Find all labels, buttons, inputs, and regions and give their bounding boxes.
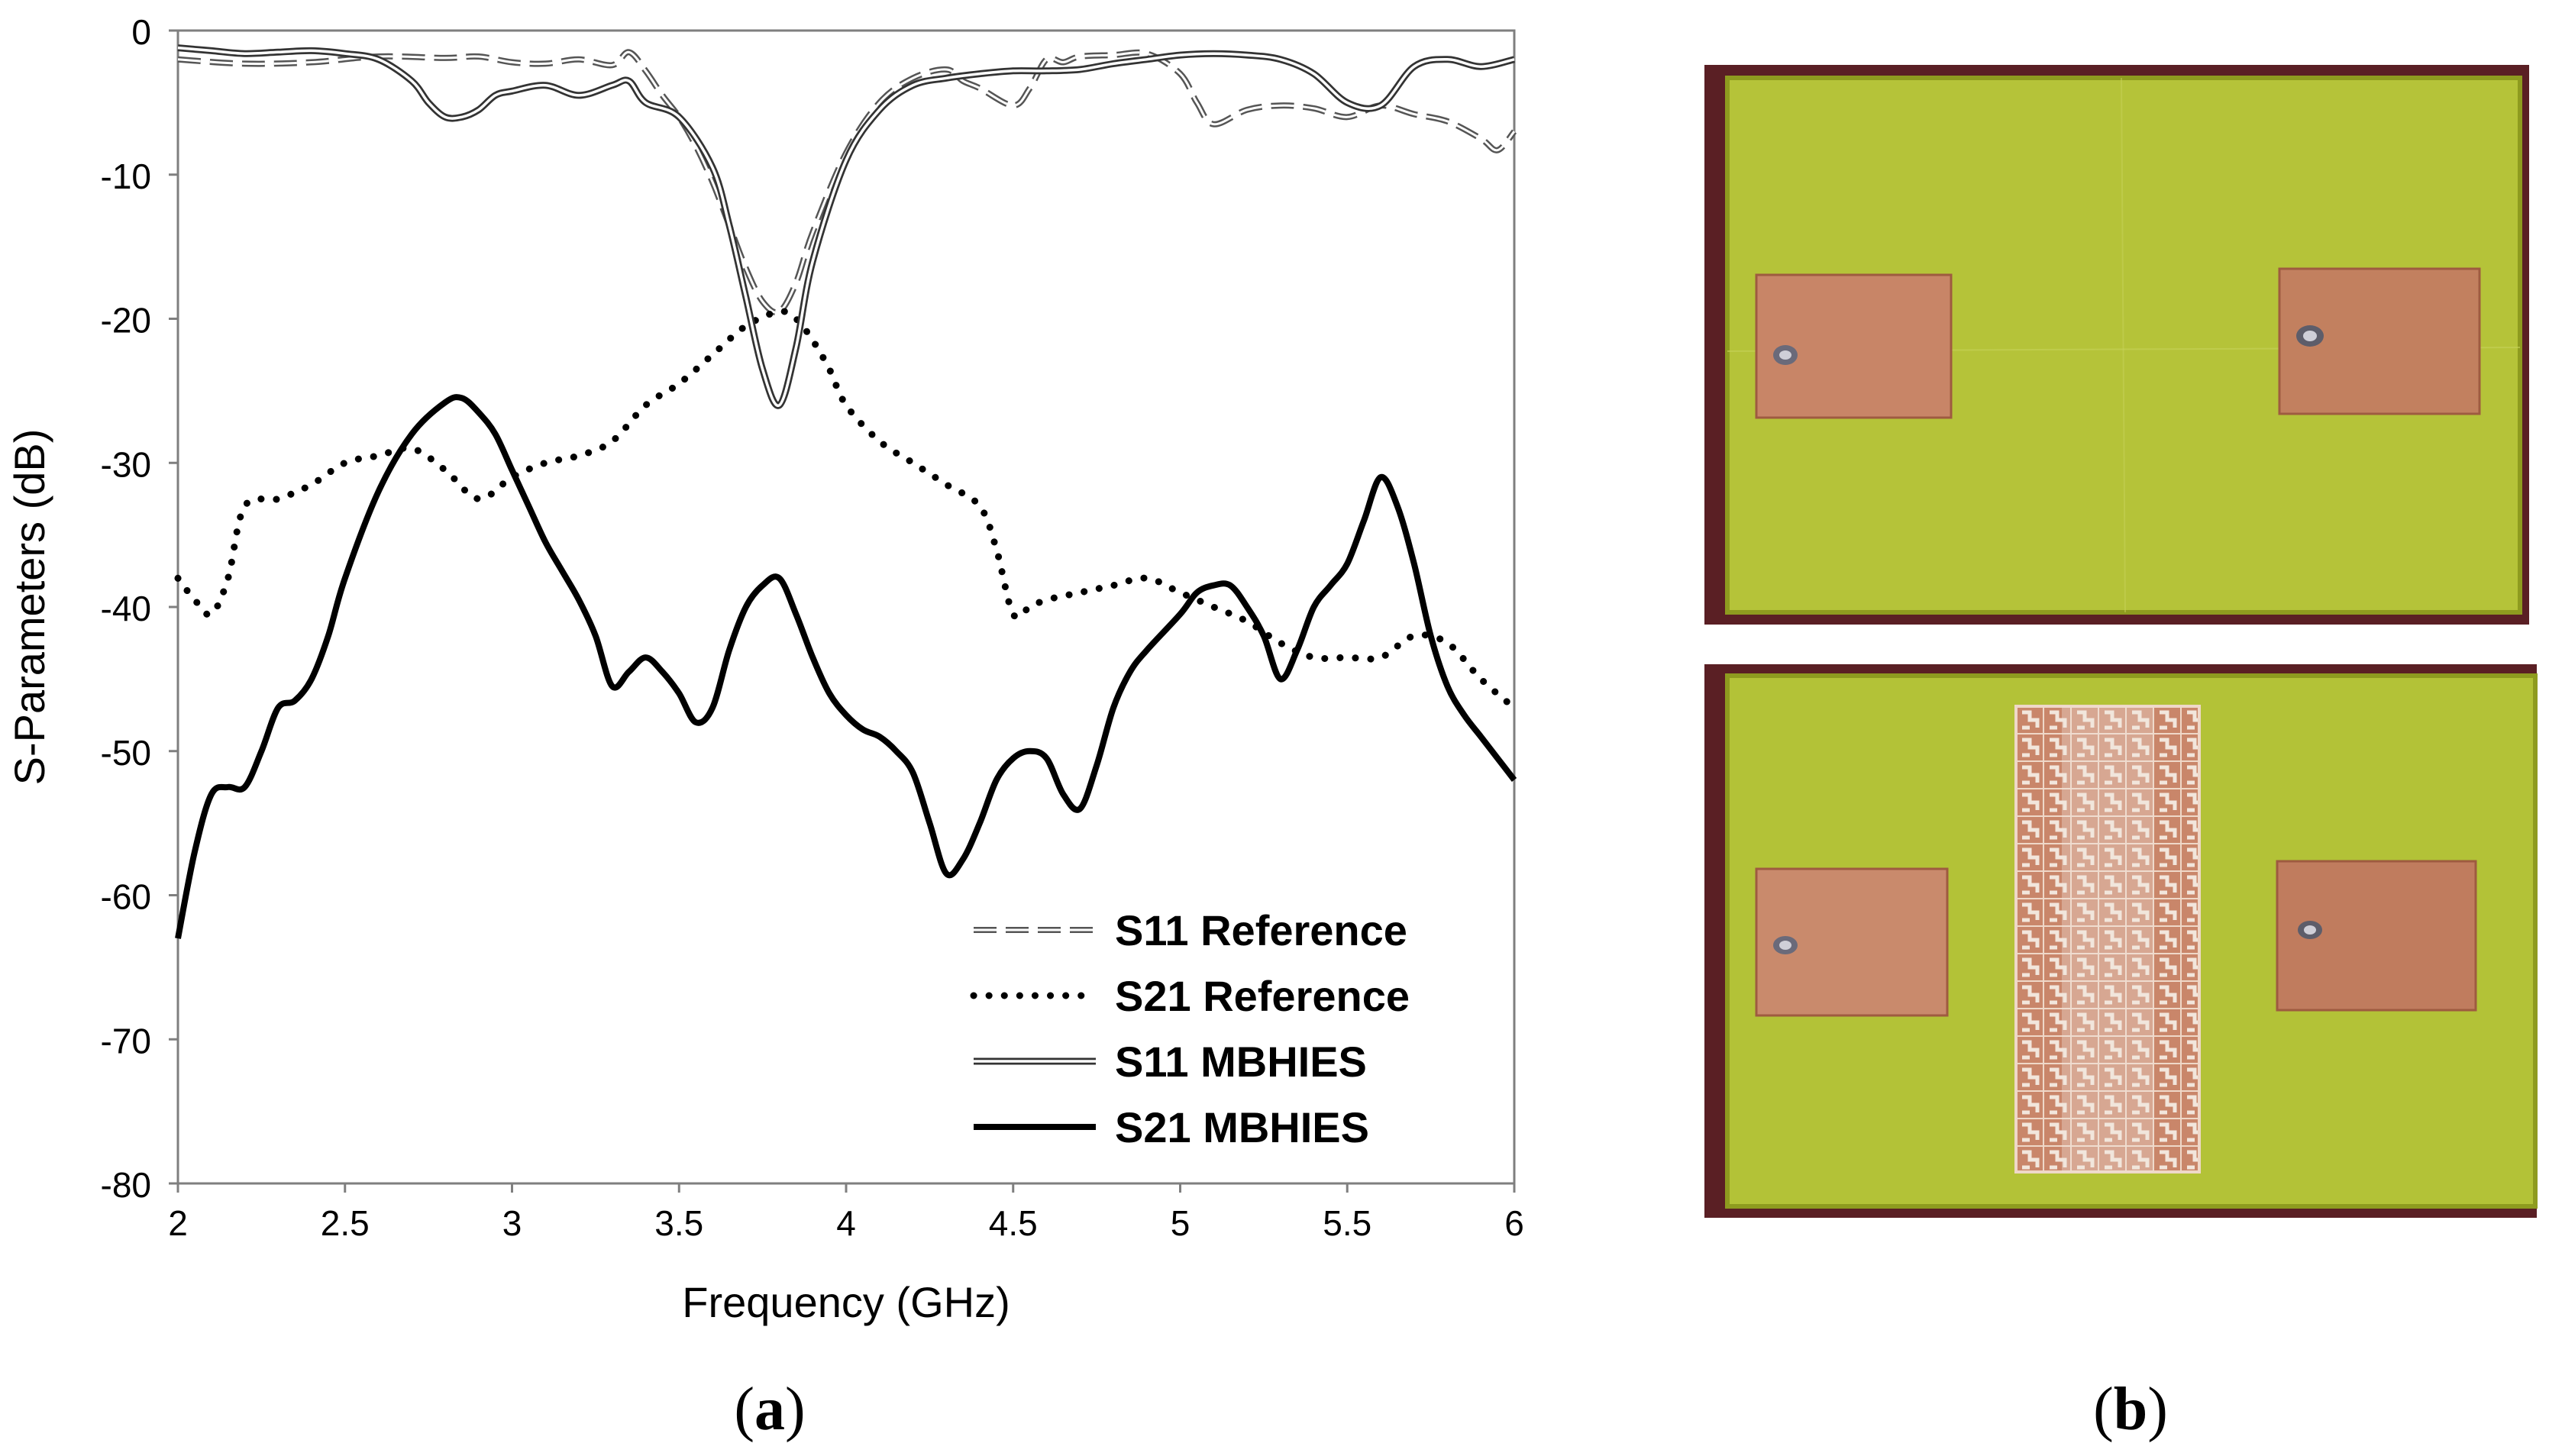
- y-tick-label: -60: [101, 877, 151, 917]
- y-tick-label: -40: [101, 589, 151, 628]
- x-tick-label: 6: [1504, 1203, 1524, 1243]
- legend-label: S21 Reference: [1115, 972, 1410, 1020]
- x-tick-label: 2: [168, 1203, 188, 1243]
- y-tick-label: -20: [101, 301, 151, 341]
- x-tick-label: 5: [1171, 1203, 1191, 1243]
- panel-a-letter: a: [754, 1376, 785, 1443]
- series-layer: [174, 44, 1518, 939]
- y-tick-label: -70: [101, 1021, 151, 1061]
- x-tick-label: 4: [836, 1203, 856, 1243]
- y-tick-label: -30: [101, 444, 151, 484]
- legend-label: S11 MBHIES: [1115, 1038, 1367, 1086]
- mbhies-board-photo: [1704, 664, 2538, 1218]
- y-axis-ticks: 0 -10 -20 -30 -40 -50 -60 -70 -80: [101, 12, 178, 1205]
- plot-area: [176, 29, 1516, 1185]
- mbhies-structure: [2014, 705, 2201, 1174]
- patch-antenna-right-2: [2276, 860, 2477, 1012]
- y-tick-label: -80: [101, 1165, 151, 1205]
- patch-antenna-left-2: [1755, 867, 1949, 1017]
- y-tick-label: 0: [131, 12, 151, 52]
- x-tick-label: 2.5: [321, 1203, 370, 1243]
- s-parameter-chart: 0 -10 -20 -30 -40 -50 -60 -70 -80 2 2.5 3 3.5 4 4.5 5 5…: [5, 12, 1524, 1326]
- legend-label: S11 Reference: [1115, 906, 1407, 954]
- x-axis-label: Frequency (GHz): [682, 1278, 1010, 1326]
- series-line: [175, 394, 1517, 939]
- y-tick-label: -50: [101, 733, 151, 773]
- patch-antenna-left: [1755, 273, 1953, 419]
- y-axis-label: S-Parameters (dB): [5, 429, 53, 786]
- x-tick-label: 3: [502, 1203, 522, 1243]
- series-line: [177, 46, 1515, 407]
- x-tick-label: 5.5: [1323, 1203, 1371, 1243]
- x-axis-ticks: 2 2.5 3 3.5 4 4.5 5 5.5 6: [168, 1183, 1524, 1243]
- series-s21-mbhies: [175, 394, 1517, 939]
- panel-a-label: (a): [734, 1376, 805, 1443]
- reference-board-photo: [1704, 65, 2529, 625]
- series-line: [177, 50, 1516, 314]
- panel-b-letter: b: [2114, 1376, 2148, 1443]
- panel-b-label: (b): [2093, 1376, 2168, 1443]
- series-s11-reference: [177, 49, 1517, 316]
- patch-antenna-right: [2278, 267, 2481, 415]
- series-s11-mbhies: [177, 44, 1516, 409]
- x-tick-label: 3.5: [654, 1203, 703, 1243]
- x-tick-label: 4.5: [989, 1203, 1038, 1243]
- legend: S11 Reference S21 Reference S11 MBHIES S21 …: [970, 906, 1410, 1151]
- y-tick-label: -10: [101, 157, 151, 196]
- legend-label: S21 MBHIES: [1115, 1103, 1369, 1151]
